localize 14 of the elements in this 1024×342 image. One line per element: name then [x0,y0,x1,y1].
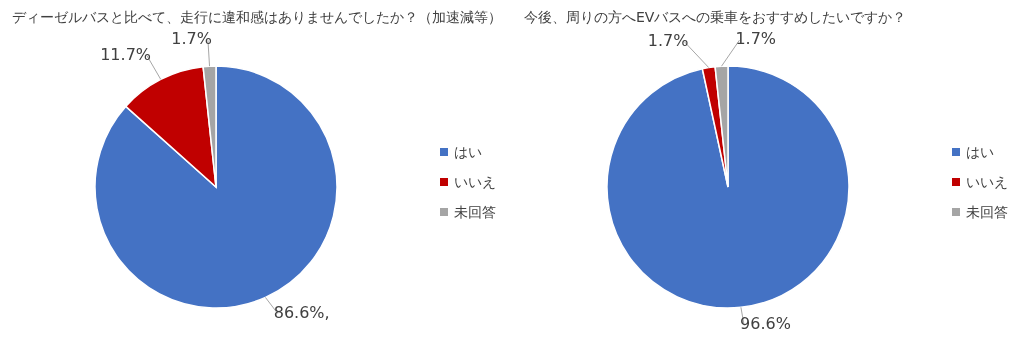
data-label: 86.6%, [273,302,330,322]
legend-label: いいえ [454,174,496,190]
data-label: 96.6% [740,314,791,334]
legend-label: 未回答 [454,204,496,220]
legend-label: いいえ [966,174,1008,190]
data-label: 1.7% [647,30,689,50]
data-label: 1.7% [735,29,777,49]
data-label: 11.7% [100,44,152,64]
chart-title: ディーゼルバスと比べて、走行に違和感はありませんでしたか？（加速減等） [12,9,502,25]
chart-title: 今後、周りの方へEVバスへの乗車をおすすめしたいですか？ [524,9,907,25]
data-label: 1.7% [171,29,212,49]
legend-label: 未回答 [966,204,1008,220]
legend-label: はい [454,144,482,160]
legend-label: はい [966,144,994,160]
